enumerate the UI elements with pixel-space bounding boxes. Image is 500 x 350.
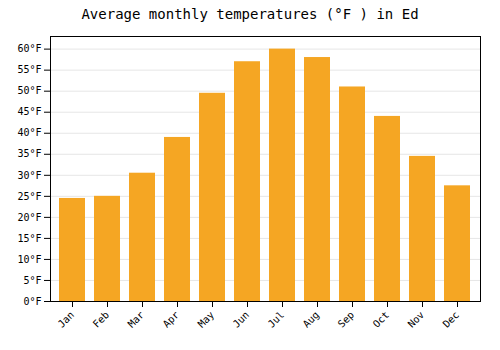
svg-text:Mar: Mar (126, 309, 147, 330)
svg-text:Apr: Apr (161, 309, 182, 330)
svg-text:40°F: 40°F (17, 127, 41, 138)
svg-text:Jul: Jul (266, 309, 287, 330)
svg-text:Nov: Nov (406, 309, 427, 330)
svg-text:Feb: Feb (91, 309, 112, 330)
svg-text:55°F: 55°F (17, 64, 41, 75)
svg-text:10°F: 10°F (17, 254, 41, 265)
svg-text:Oct: Oct (371, 309, 392, 330)
svg-text:35°F: 35°F (17, 148, 41, 159)
svg-text:Sep: Sep (336, 309, 357, 330)
svg-text:25°F: 25°F (17, 191, 41, 202)
svg-text:20°F: 20°F (17, 212, 41, 223)
svg-text:50°F: 50°F (17, 85, 41, 96)
svg-text:Jan: Jan (56, 309, 77, 330)
svg-text:5°F: 5°F (23, 275, 41, 286)
svg-text:Jun: Jun (231, 309, 252, 330)
svg-text:Dec: Dec (441, 309, 462, 330)
svg-text:15°F: 15°F (17, 233, 41, 244)
svg-text:May: May (196, 309, 217, 330)
svg-text:Aug: Aug (301, 309, 322, 330)
svg-text:45°F: 45°F (17, 106, 41, 117)
html-text:Average monthly temperatures (: Average monthly temperatures (°F ) in Ed (81, 6, 419, 22)
svg-text:30°F: 30°F (17, 170, 41, 181)
svg-text:0°F: 0°F (23, 296, 41, 307)
svg-text:60°F: 60°F (17, 43, 41, 54)
